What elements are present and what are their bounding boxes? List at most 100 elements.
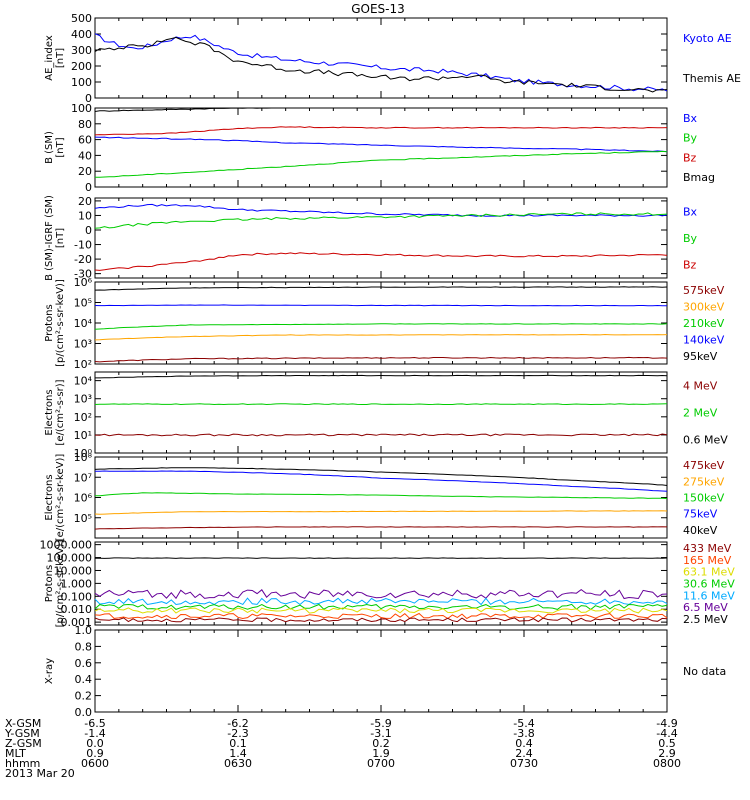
x-tick-label: 0800	[653, 757, 681, 770]
legend-entry: By	[683, 232, 698, 245]
y-tick-label: 0.6	[75, 657, 93, 670]
y-axis-label: Protons	[44, 565, 55, 602]
legend-entry: 2 MeV	[683, 407, 718, 420]
legend-entry: 210keV	[683, 317, 725, 330]
series-line	[94, 33, 668, 92]
y-tick-label: 80	[78, 118, 92, 131]
legend-entry: 11.6 MeV	[683, 589, 735, 602]
legend-entry: 165 MeV	[683, 554, 732, 567]
y-tick-label: 0.2	[75, 690, 93, 703]
legend-entry: 63.1 MeV	[683, 566, 735, 579]
series-line	[95, 374, 668, 379]
legend-entry: Themis AE	[682, 72, 741, 85]
no-data-note: No data	[683, 665, 726, 678]
series-line	[94, 433, 668, 437]
series-line	[94, 526, 668, 530]
series-line	[95, 470, 668, 492]
x-tick-label: -4.9	[656, 717, 677, 730]
y-tick-label: 500	[71, 12, 92, 25]
legend-entry: By	[683, 132, 698, 145]
date-label: 2013 Mar 20	[5, 767, 75, 780]
series-line	[94, 333, 668, 341]
y-axis-label: [e/(cm²-s-sr-keV)]	[55, 454, 66, 542]
y-tick-label: 10⁵	[74, 512, 92, 525]
y-tick-label: 0	[85, 181, 92, 194]
x-tick-label: 0.9	[86, 747, 104, 760]
y-axis-label: Electrons	[44, 474, 55, 520]
x-tick-label: 0700	[367, 757, 395, 770]
series-line	[94, 126, 668, 136]
x-tick-label: -5.9	[370, 717, 391, 730]
series-line	[94, 612, 668, 620]
y-tick-label: 1.000	[61, 577, 93, 590]
y-axis-label: [e/(cm²-s-sr)]	[55, 379, 66, 445]
series-line	[94, 36, 668, 93]
legend-entry: 95keV	[683, 350, 718, 363]
y-tick-label: 10⁶	[74, 276, 93, 289]
y-axis-label: B (SM)	[44, 131, 55, 164]
series-line	[94, 356, 668, 363]
x-row-label: X-GSM	[5, 717, 41, 730]
y-tick-label: 0	[85, 224, 92, 237]
series-line	[94, 603, 668, 611]
series-line	[94, 136, 668, 153]
y-tick-label: 0.0	[75, 706, 93, 719]
x-row-label: MLT	[5, 747, 26, 760]
legend-entry: Bx	[683, 205, 698, 218]
series-line	[94, 617, 668, 623]
y-tick-label: 0	[85, 92, 92, 105]
y-axis-label: Electrons	[44, 389, 55, 435]
legend-entry: Bx	[683, 112, 698, 125]
y-axis-label: [nT]	[55, 137, 66, 157]
y-tick-label: 10⁸	[74, 451, 93, 464]
series-line	[94, 510, 668, 515]
y-tick-label: 10⁴	[74, 317, 93, 330]
y-tick-label: 10⁰	[74, 447, 93, 460]
x-row-label: Z-GSM	[5, 737, 42, 750]
y-axis-label: [nT]	[55, 48, 66, 68]
series-line	[94, 492, 668, 499]
series-line	[94, 597, 668, 606]
panel-4: 10² 10³ 10⁴ 10⁵ 10⁶ Protons [p/(cm²-s-sr-keV)]…	[44, 276, 725, 371]
panel-frame	[94, 281, 668, 365]
x-tick-label: -3.8	[513, 727, 534, 740]
figure-title: GOES-13	[351, 2, 405, 16]
y-tick-label: 300	[71, 44, 92, 57]
series-line	[94, 588, 668, 600]
x-tick-label: -2.3	[227, 727, 248, 740]
legend-entry: 300keV	[683, 301, 725, 314]
panel-1: 0 100 200 300 400 500 AE_index [nT] Kyoto AE Them…	[44, 12, 741, 105]
legend-entry: Kyoto AE	[683, 32, 732, 45]
x-tick-label: -4.4	[656, 727, 677, 740]
legend-entry: 30.6 MeV	[683, 578, 735, 591]
y-axis-label: X-ray	[44, 658, 55, 684]
x-tick-label: 2.4	[515, 747, 533, 760]
y-tick-label: 1000.000	[40, 539, 93, 552]
legend-entry: 150keV	[683, 492, 725, 505]
y-axis-label: AE_index	[44, 35, 55, 81]
legend-entry: 75keV	[683, 508, 718, 521]
series-line	[94, 607, 668, 614]
y-axis-label: [p/(cm²-s-sr-keV)]	[55, 540, 66, 628]
x-tick-label: 0.4	[515, 737, 533, 750]
y-tick-label: 200	[71, 60, 92, 73]
panel-7: 0.0010.0100.1001.00010.000100.0001000.00…	[40, 539, 736, 629]
y-tick-label: -20	[74, 253, 92, 266]
series-line	[94, 403, 668, 406]
y-tick-label: 10	[78, 209, 92, 222]
panel-8: 0.0 0.2 0.4 0.6 0.8 1.0 X-ray No data	[44, 624, 726, 719]
x-tick-label: -6.5	[84, 717, 105, 730]
legend-entry: 0.6 MeV	[683, 434, 728, 447]
y-tick-label: 0.010	[61, 603, 93, 616]
y-tick-label: -10	[74, 239, 92, 252]
series-line	[94, 203, 668, 217]
legend-entry: 275keV	[683, 475, 725, 488]
legend-entry: 475keV	[683, 459, 725, 472]
x-tick-label: 0600	[81, 757, 109, 770]
x-tick-label: 0.1	[229, 737, 247, 750]
y-tick-label: 0.100	[61, 590, 93, 603]
legend-entry: 6.5 MeV	[683, 601, 728, 614]
